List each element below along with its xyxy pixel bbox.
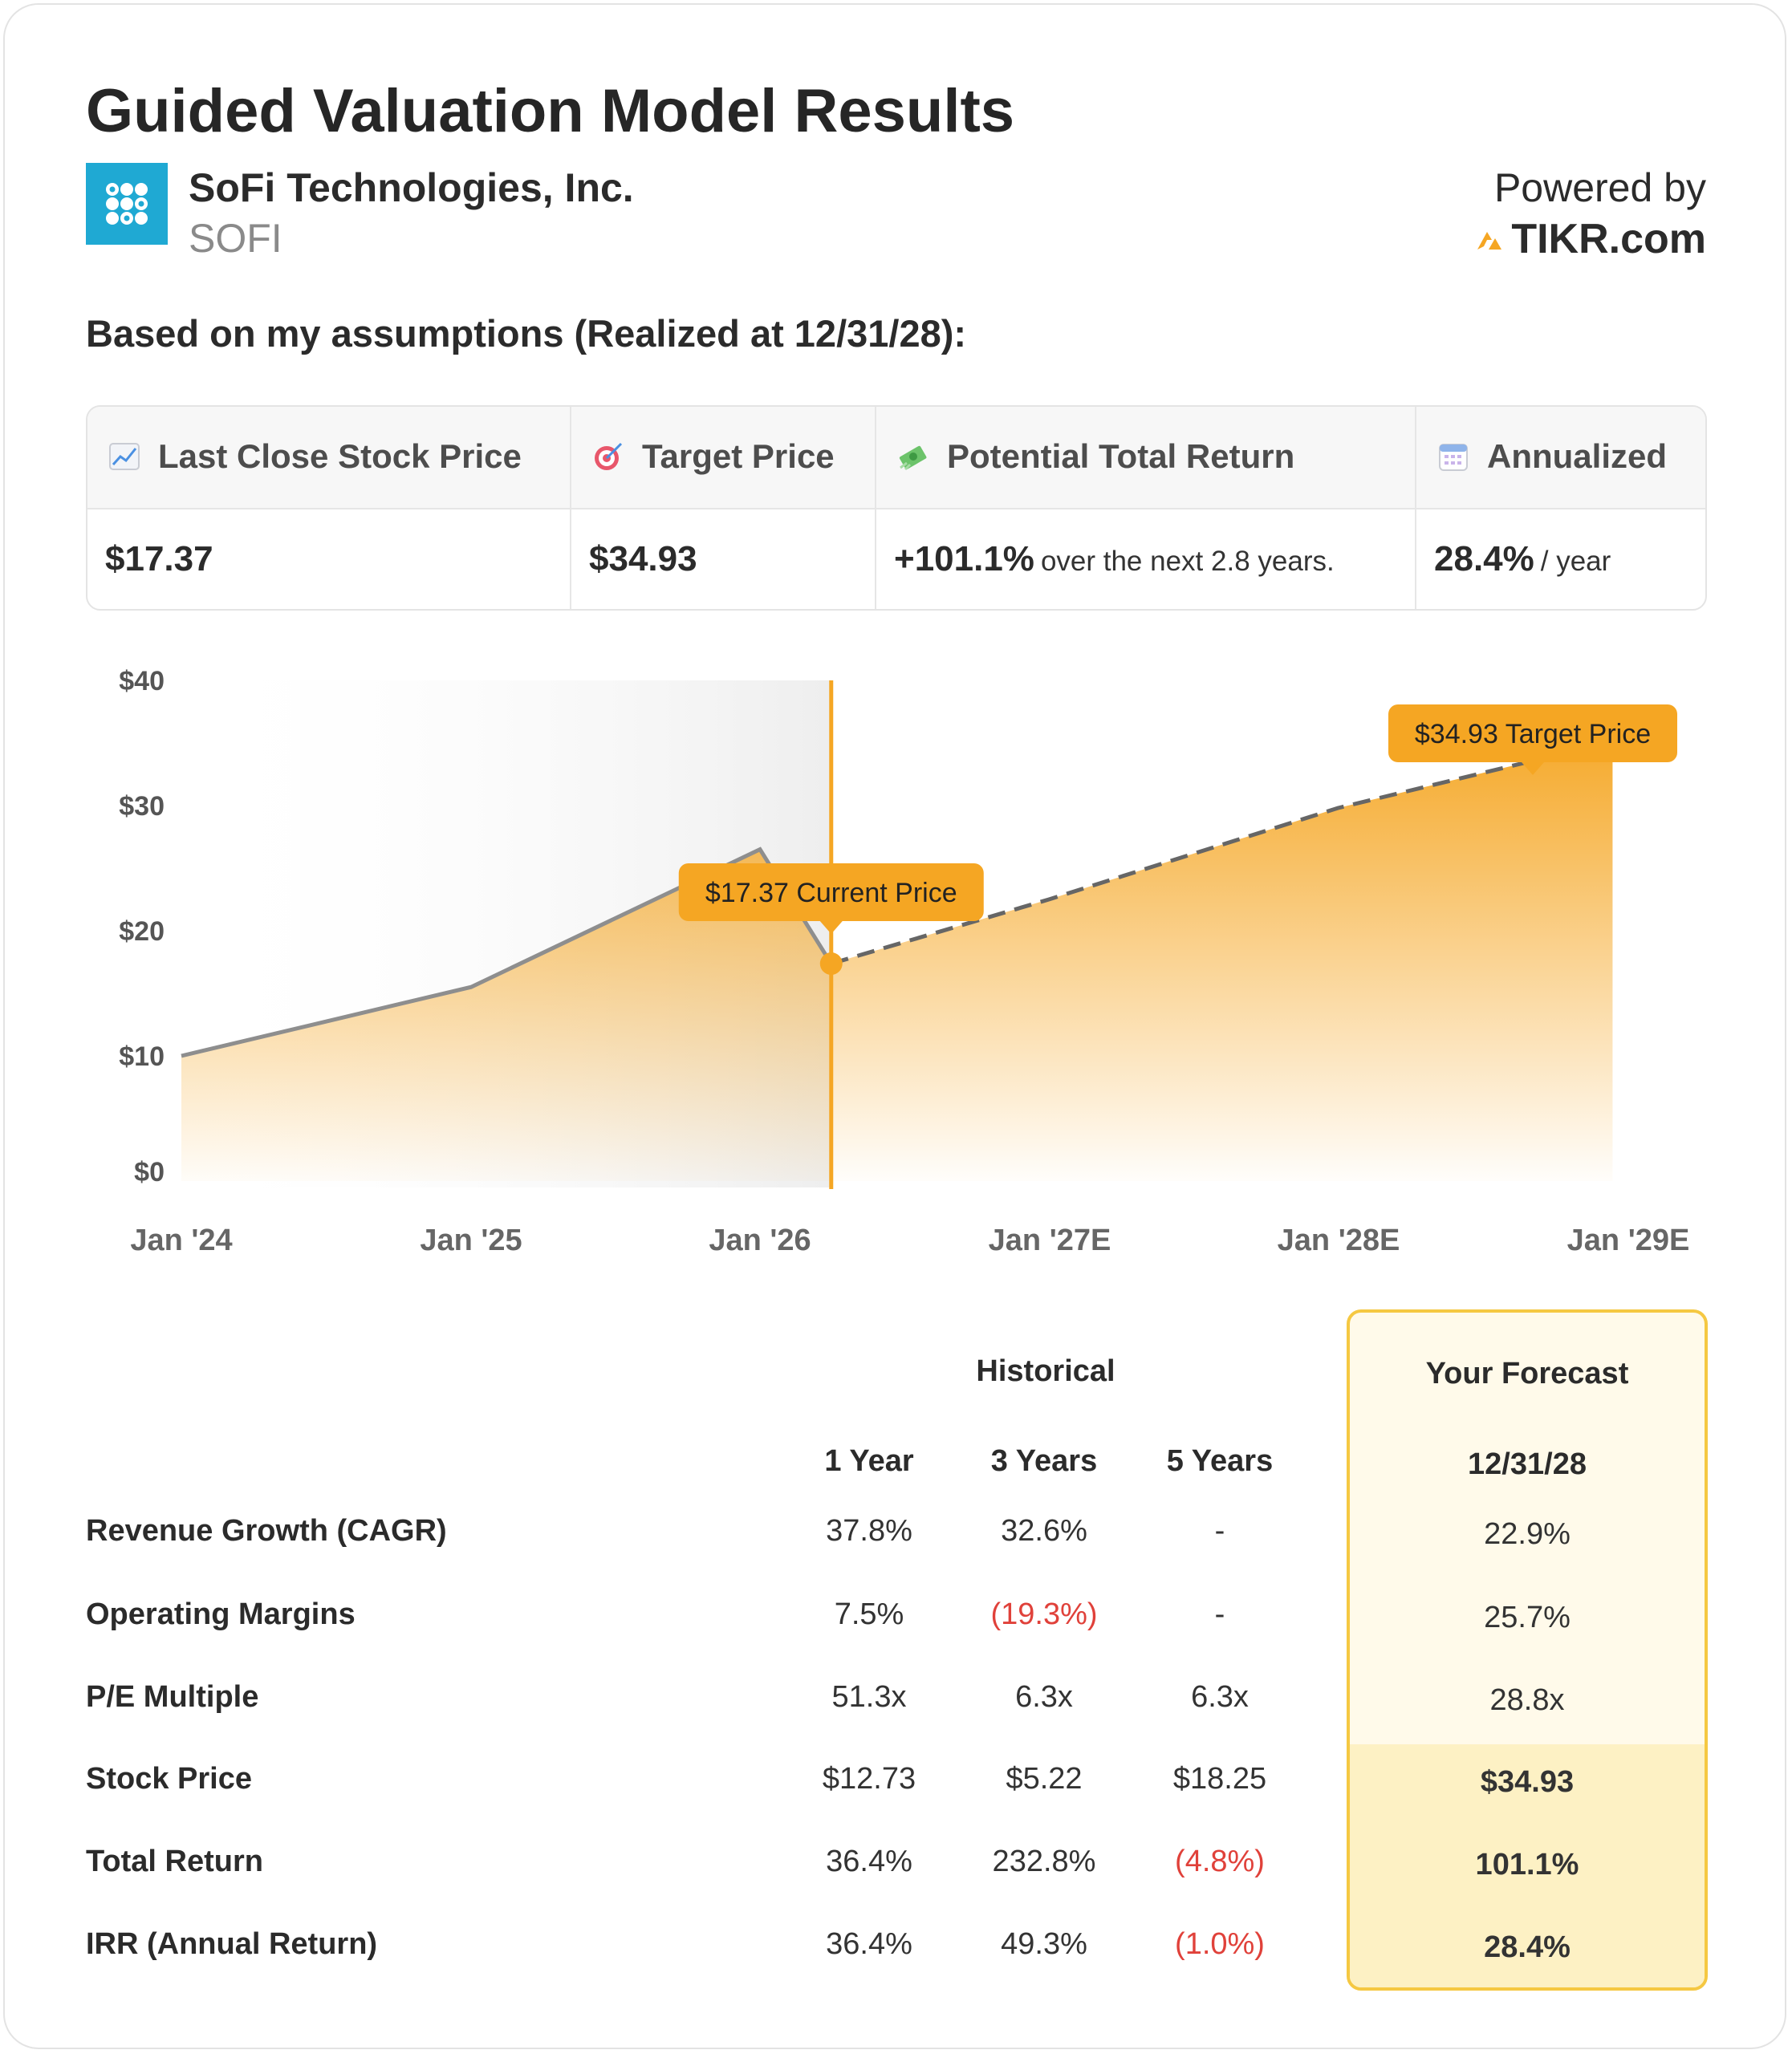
company-ticker: SOFI — [189, 216, 282, 261]
company-logo — [86, 163, 168, 245]
forecast-cell: 28.4% — [1484, 1930, 1571, 1964]
col-header-forecast-date: 12/31/28 — [1468, 1447, 1587, 1481]
col-header-5-years: 5 Years — [1166, 1444, 1274, 1478]
historical-area — [181, 849, 831, 1181]
table-cell: 32.6% — [1001, 1514, 1087, 1548]
summary-col-target: Target Price $34.93 — [571, 407, 876, 609]
summary-col-annualized: Annualized 28.4% / year — [1416, 407, 1705, 609]
money-icon — [899, 445, 927, 471]
table-cell: (4.8%) — [1175, 1845, 1265, 1878]
summary-col-last-close: Last Close Stock Price $17.37 — [87, 407, 571, 609]
table-cell: (19.3%) — [990, 1597, 1098, 1631]
forecast-line — [831, 741, 1604, 966]
summary-header-row — [87, 407, 1705, 509]
table-row-label: P/E Multiple — [86, 1680, 259, 1714]
annualized-value: 28.4% — [1434, 539, 1534, 578]
potential-note: over the next 2.8 years. — [1040, 546, 1335, 577]
historical-group-header: Historical — [976, 1354, 1115, 1388]
tikr-brand-label: TIKR.com — [1511, 216, 1706, 262]
potential-label: Potential Total Return — [947, 437, 1295, 475]
table-cell: 49.3% — [1001, 1927, 1087, 1961]
target-value: $34.93 — [589, 539, 697, 578]
forecast-cell: $34.93 — [1480, 1765, 1575, 1799]
table-cell: 51.3x — [831, 1680, 907, 1714]
table-cell: (1.0%) — [1175, 1927, 1265, 1961]
forecast-cell: 25.7% — [1484, 1601, 1571, 1634]
x-tick-label: Jan '28E — [1278, 1224, 1400, 1257]
table-cell: 6.3x — [1191, 1680, 1249, 1714]
table-cell: 37.8% — [826, 1514, 912, 1548]
annualized-label: Annualized — [1487, 437, 1668, 475]
target-price-label: $34.93 Target Price — [1415, 719, 1651, 749]
summary-table: Last Close Stock Price $17.37 Target Pri… — [86, 405, 1707, 611]
table-cell: - — [1214, 1597, 1225, 1631]
annualized-note: / year — [1540, 546, 1611, 577]
table-cell: $5.22 — [1006, 1762, 1083, 1796]
x-tick-label: Jan '25 — [420, 1224, 522, 1257]
y-tick-label: $30 — [119, 791, 165, 822]
col-header-3-years: 3 Years — [990, 1444, 1098, 1478]
current-price-tooltip: $17.37 Current Price — [678, 863, 984, 934]
powered-by-label: Powered by — [1493, 165, 1706, 210]
table-row-label: Stock Price — [86, 1762, 252, 1796]
forecast-area — [831, 744, 1613, 1181]
target-icon — [595, 442, 623, 470]
assumptions-subtitle: Based on my assumptions (Realized at 12/… — [86, 312, 967, 355]
forecast-cell: 101.1% — [1475, 1848, 1579, 1881]
tikr-brand[interactable]: TIKR.com — [1476, 215, 1706, 263]
x-tick-label: Jan '27E — [989, 1224, 1111, 1257]
forecast-column-box — [1347, 1309, 1708, 1991]
table-row-label: IRR (Annual Return) — [86, 1927, 378, 1961]
y-tick-label: $40 — [119, 666, 165, 696]
price-chart: $0 $10 $20 $30 $40 Jan '24 Jan '25 Jan '26 Jan … — [0, 642, 1792, 1284]
y-tick-label: $0 — [134, 1157, 165, 1187]
table-cell: 36.4% — [826, 1927, 912, 1961]
table-row-label: Total Return — [86, 1845, 263, 1878]
x-tick-label: Jan '29E — [1567, 1224, 1690, 1257]
y-tick-label: $10 — [119, 1041, 165, 1072]
x-tick-label: Jan '24 — [130, 1224, 232, 1257]
tikr-logo-icon — [1477, 232, 1502, 250]
table-cell: 36.4% — [826, 1845, 912, 1878]
table-cell: $18.25 — [1172, 1762, 1267, 1796]
y-tick-label: $20 — [119, 916, 165, 947]
forecast-cell: 22.9% — [1484, 1517, 1571, 1551]
price-chart-svg: $0 $10 $20 $30 $40 Jan '24 Jan '25 Jan '26 Jan … — [119, 666, 1690, 1257]
forecast-cell: 28.8x — [1489, 1683, 1565, 1717]
forecast-results-highlight — [1350, 1744, 1705, 1987]
table-cell: - — [1214, 1514, 1225, 1548]
target-price-tooltip: $34.93 Target Price — [1388, 704, 1677, 775]
target-label: Target Price — [642, 437, 835, 475]
chart-up-icon — [109, 443, 140, 470]
col-header-1-year: 1 Year — [824, 1444, 914, 1478]
last-close-value: $17.37 — [105, 539, 213, 578]
table-row-label: Revenue Growth (CAGR) — [86, 1514, 447, 1548]
x-tick-label: Jan '26 — [709, 1224, 811, 1257]
calendar-icon — [1439, 444, 1468, 471]
table-cell: $12.73 — [822, 1762, 916, 1796]
table-row-label: Operating Margins — [86, 1597, 356, 1631]
page-title: Guided Valuation Model Results — [86, 77, 1015, 145]
current-price-marker — [819, 952, 843, 976]
sofi-logo-icon — [106, 183, 148, 225]
table-cell: 7.5% — [834, 1597, 904, 1631]
last-close-label: Last Close Stock Price — [158, 437, 522, 475]
table-cell: 6.3x — [1015, 1680, 1073, 1714]
potential-value: +101.1% — [894, 539, 1034, 578]
table-cell: 232.8% — [992, 1845, 1096, 1878]
current-price-label: $17.37 Current Price — [705, 878, 957, 908]
company-name: SoFi Technologies, Inc. — [189, 165, 634, 210]
forecast-group-header: Your Forecast — [1425, 1357, 1629, 1390]
summary-col-potential: Potential Total Return +101.1% over the n… — [876, 407, 1416, 609]
